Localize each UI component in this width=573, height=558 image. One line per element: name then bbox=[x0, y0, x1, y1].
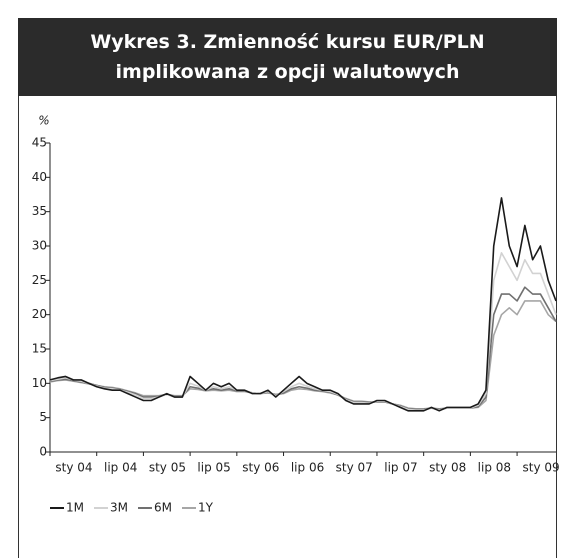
legend-label: 3M bbox=[110, 501, 128, 515]
x-tick-label: lip 08 bbox=[478, 461, 511, 475]
y-tick-label: 20 bbox=[32, 307, 47, 321]
x-tick-label: lip 05 bbox=[197, 461, 230, 475]
x-tick-label: sty 06 bbox=[242, 461, 279, 475]
x-tick-label: sty 07 bbox=[336, 461, 373, 475]
y-tick-label: 15 bbox=[32, 342, 47, 356]
series-line bbox=[49, 252, 557, 411]
y-axis-label: % bbox=[38, 114, 49, 128]
x-tick-label: sty 05 bbox=[149, 461, 186, 475]
y-tick-label: 10 bbox=[32, 376, 47, 390]
x-tick-label: sty 08 bbox=[429, 461, 466, 475]
y-tick-label: 45 bbox=[32, 136, 47, 150]
x-tick-label: lip 04 bbox=[104, 461, 137, 475]
x-tick-label: sty 04 bbox=[55, 461, 92, 475]
x-tick-label: sty 09 bbox=[522, 461, 559, 475]
x-tick-label: lip 07 bbox=[384, 461, 417, 475]
y-tick-label: 35 bbox=[32, 204, 47, 218]
frame bbox=[18, 18, 557, 558]
legend-label: 1Y bbox=[198, 501, 214, 515]
x-tick-label: lip 06 bbox=[291, 461, 324, 475]
chart-title: Wykres 3. Zmienność kursu EUR/PLN implik… bbox=[18, 18, 557, 96]
legend-label: 1M bbox=[66, 501, 84, 515]
y-tick-label: 40 bbox=[32, 170, 47, 184]
y-tick-label: 25 bbox=[32, 273, 47, 287]
y-tick-label: 30 bbox=[32, 239, 47, 253]
y-tick-label: 0 bbox=[39, 445, 47, 459]
series-line bbox=[49, 197, 557, 412]
y-tick-label: 5 bbox=[39, 410, 47, 424]
legend-label: 6M bbox=[154, 501, 172, 515]
